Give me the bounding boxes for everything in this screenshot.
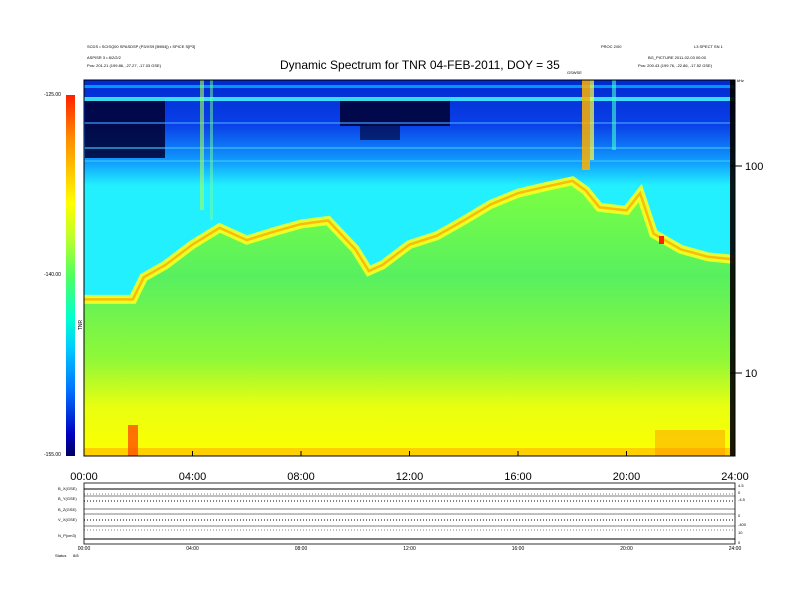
panel-right-tick-6: 10 [738,530,743,535]
header-info-right-1: PROC 2/00 [601,44,622,49]
frequency-axis: 100 10 [730,161,763,380]
interference-line [84,97,735,101]
panel-label-bz: B_Z(GSE) [58,507,77,512]
radio-burst [590,80,594,160]
interference-line [84,147,735,149]
solar-wind-panels [83,482,736,545]
colorbar-tick-top: -125.00 [44,92,61,98]
intense-point [659,236,664,244]
panel-time-tick-label: 00:00 [78,546,91,552]
panel-label-np: N_P(cm3) [58,533,77,538]
plasma-frequency-band-inner [84,179,736,301]
colorbar-tick-mid: -140.00 [44,272,61,278]
time-tick-label: 20:00 [613,471,641,483]
plasma-emission-region [84,180,735,456]
panel-right-tick-2: 0 [738,490,741,495]
header-info-left-3: Pos: 201.21 (199.86, -27.27, -17.03 GSE) [87,63,162,68]
low-frequency-spike [655,430,725,456]
solar-wind-panel-frame [83,482,736,545]
time-tick-label: 00:00 [70,471,98,483]
panel-label-vx: V_X(GSE) [58,517,77,522]
panel-right-tick-4: 0 [738,513,741,518]
panel-right-tick-5: -400 [738,522,747,527]
frequency-tick-label-10: 10 [745,368,757,380]
interference-line [84,85,735,88]
time-axis: 00:00 04:00 08:00 12:00 16:00 20:00 24:00 [70,451,749,483]
colorbar [66,95,75,456]
center-mark: GSWSE [567,70,582,75]
time-tick-label: 12:00 [396,471,424,483]
right-axis-strip [730,80,735,456]
panel-label-bx: B_X(GSE) [58,486,77,491]
panel-right-tick-1: 4.5 [738,483,744,488]
radio-burst [200,80,204,210]
time-tick-label: 08:00 [287,471,315,483]
dark-region [360,126,400,140]
dark-region [340,98,450,126]
panel-label-by: B_Y(GSE) [58,496,77,501]
radio-burst [210,80,213,220]
interference-line [84,122,735,124]
colorbar-tick-bottom: -155.00 [44,452,61,458]
time-tick-label: 24:00 [721,471,749,483]
frequency-tick-label-100: 100 [745,161,763,173]
time-tick-label: 04:00 [179,471,207,483]
interference-line [84,160,735,162]
radio-burst [582,80,590,170]
panel-time-tick-label: 04:00 [186,546,199,552]
radio-burst [612,80,616,150]
header-info-right-3: BG_PICTURE 2011-02-03 00:00 [648,55,706,60]
header-info-left-2: ASPISR 3 • 8/2/2/2 [87,55,121,60]
panel-time-tick-label: 20:00 [620,546,633,552]
header-info-left-1: SCDS • SCISQ00 SPASDSP (P3/XS9 [B9B4]) •… [87,44,196,49]
panel-time-tick-label: 08:00 [295,546,308,552]
status-value: 8/8 [73,553,79,558]
header-info-right-4: Pos: 200.43 (199.76, -22.86, -17.52 GSE) [638,63,713,68]
panel-label-status: Status [55,553,67,558]
chart-title: Dynamic Spectrum for TNR 04-FEB-2011, DO… [280,58,560,72]
panel-time-tick-label: 24:00 [729,546,742,552]
spectrogram-plot [83,79,736,457]
panel-time-tick-label: 12:00 [403,546,416,552]
panel-right-tick-3: -4.5 [738,497,745,502]
panel-right-tick-7: 0 [738,540,741,545]
frequency-unit-label: kHz [737,78,744,83]
panel-time-tick-label: 16:00 [512,546,525,552]
low-frequency-spike [128,425,138,456]
header-info-right-2: L3 SPECT SN 1 [694,44,723,49]
panel-time-axis: 00:00 04:00 08:00 12:00 16:00 20:00 24:00 [78,546,742,552]
time-tick-label: 16:00 [504,471,532,483]
